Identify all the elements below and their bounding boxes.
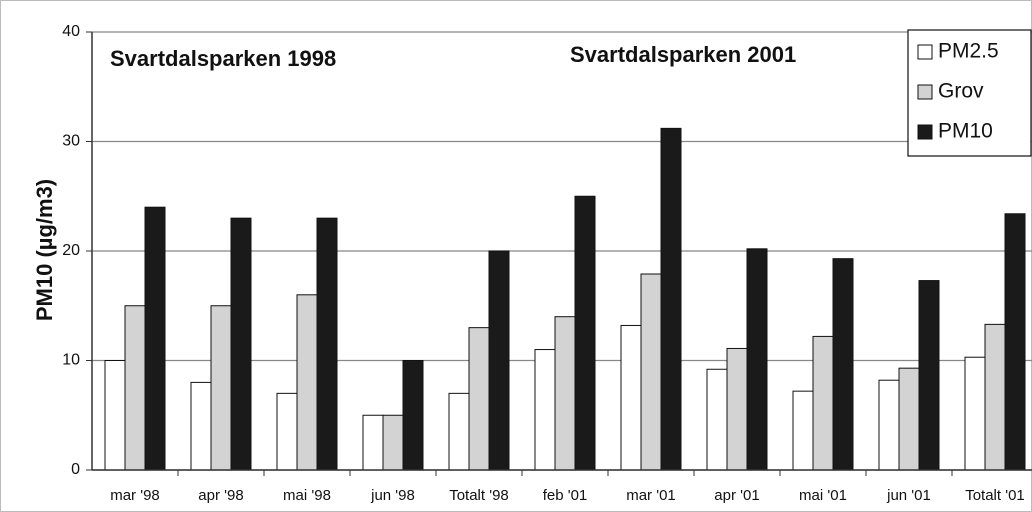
bar: [746, 248, 768, 471]
annotation: Svartdalsparken 2001: [570, 42, 796, 67]
y-tick-label: 40: [62, 23, 80, 40]
bar: [726, 347, 748, 471]
legend-swatch: [917, 44, 933, 60]
bar: [534, 349, 556, 471]
bar: [792, 390, 814, 471]
bar: [554, 316, 576, 471]
annotation: Svartdalsparken 1998: [110, 46, 336, 71]
bar: [964, 356, 986, 471]
bar: [104, 360, 126, 471]
bar: [230, 217, 252, 471]
bar: [878, 379, 900, 471]
bar: [832, 258, 854, 471]
bar: [812, 335, 834, 471]
bar: [402, 360, 424, 471]
legend-swatch: [917, 84, 933, 100]
x-tick-label: Totalt '01: [965, 487, 1025, 504]
bar: [898, 367, 920, 471]
x-tick-label: jun '01: [886, 487, 931, 504]
bar: [362, 414, 384, 471]
bar: [190, 381, 212, 471]
bar: [620, 324, 642, 471]
bar: [144, 206, 166, 471]
y-tick-label: 10: [62, 352, 80, 369]
bar: [382, 414, 404, 471]
bar: [296, 294, 318, 471]
x-tick-label: mai '98: [283, 487, 331, 504]
x-tick-label: mar '98: [110, 487, 160, 504]
x-tick-label: apr '01: [714, 487, 759, 504]
bar: [640, 273, 662, 471]
legend-swatch: [917, 124, 933, 140]
y-axis-label: PM10 (µg/m3): [32, 179, 57, 321]
bar: [1004, 213, 1026, 471]
x-tick-label: apr '98: [198, 487, 243, 504]
bar: [124, 305, 146, 471]
bar: [448, 392, 470, 471]
x-tick-label: mai '01: [799, 487, 847, 504]
legend-label: PM2.5: [938, 40, 999, 63]
y-tick-label: 30: [62, 133, 80, 150]
bar: [984, 323, 1006, 471]
bar: [574, 195, 596, 471]
bar: [918, 280, 940, 471]
bar: [488, 250, 510, 471]
x-tick-label: mar '01: [626, 487, 676, 504]
bar: [316, 217, 338, 471]
y-tick-label: 0: [71, 461, 80, 478]
x-tick-label: Totalt '98: [449, 487, 509, 504]
bar: [210, 305, 232, 471]
x-tick-label: feb '01: [543, 487, 588, 504]
legend-label: Grov: [938, 80, 984, 103]
x-tick-label: jun '98: [370, 487, 415, 504]
bar: [468, 327, 490, 471]
bar: [276, 392, 298, 471]
bar: [660, 127, 682, 471]
bar: [706, 368, 728, 471]
y-tick-label: 20: [62, 242, 80, 259]
legend-label: PM10: [938, 120, 993, 143]
